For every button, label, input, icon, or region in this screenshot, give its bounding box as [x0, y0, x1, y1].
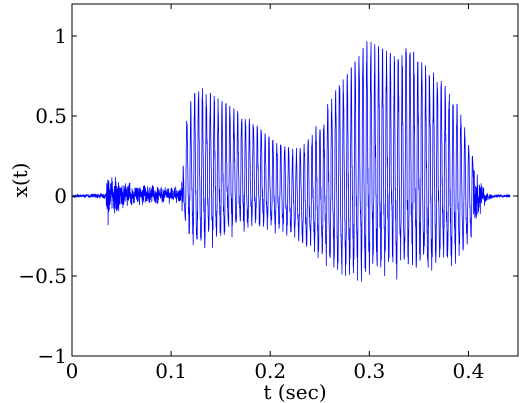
y-tick-label: −0.5	[18, 264, 67, 288]
x-tick-label: 0.1	[155, 359, 187, 383]
y-tick-label: 0.5	[35, 104, 67, 128]
y-tick-label: −1	[38, 344, 67, 368]
x-tick-label: 0.4	[453, 359, 485, 383]
y-tick-label: 1	[54, 24, 67, 48]
y-tick-label: 0	[54, 184, 67, 208]
x-tick-label: 0	[66, 359, 79, 383]
x-tick-label: 0.3	[353, 359, 385, 383]
waveform-series-line	[72, 41, 511, 282]
axis-ticks: 0 0.1 0.2 0.3 0.4 −1 −0.5 0 0.5 1	[18, 4, 518, 383]
axes-frame	[71, 3, 519, 357]
x-tick-label: 0.2	[254, 359, 286, 383]
x-axis-title: t (sec)	[263, 380, 326, 403]
plot-area	[72, 41, 511, 282]
y-axis-title: x(t)	[8, 163, 32, 198]
